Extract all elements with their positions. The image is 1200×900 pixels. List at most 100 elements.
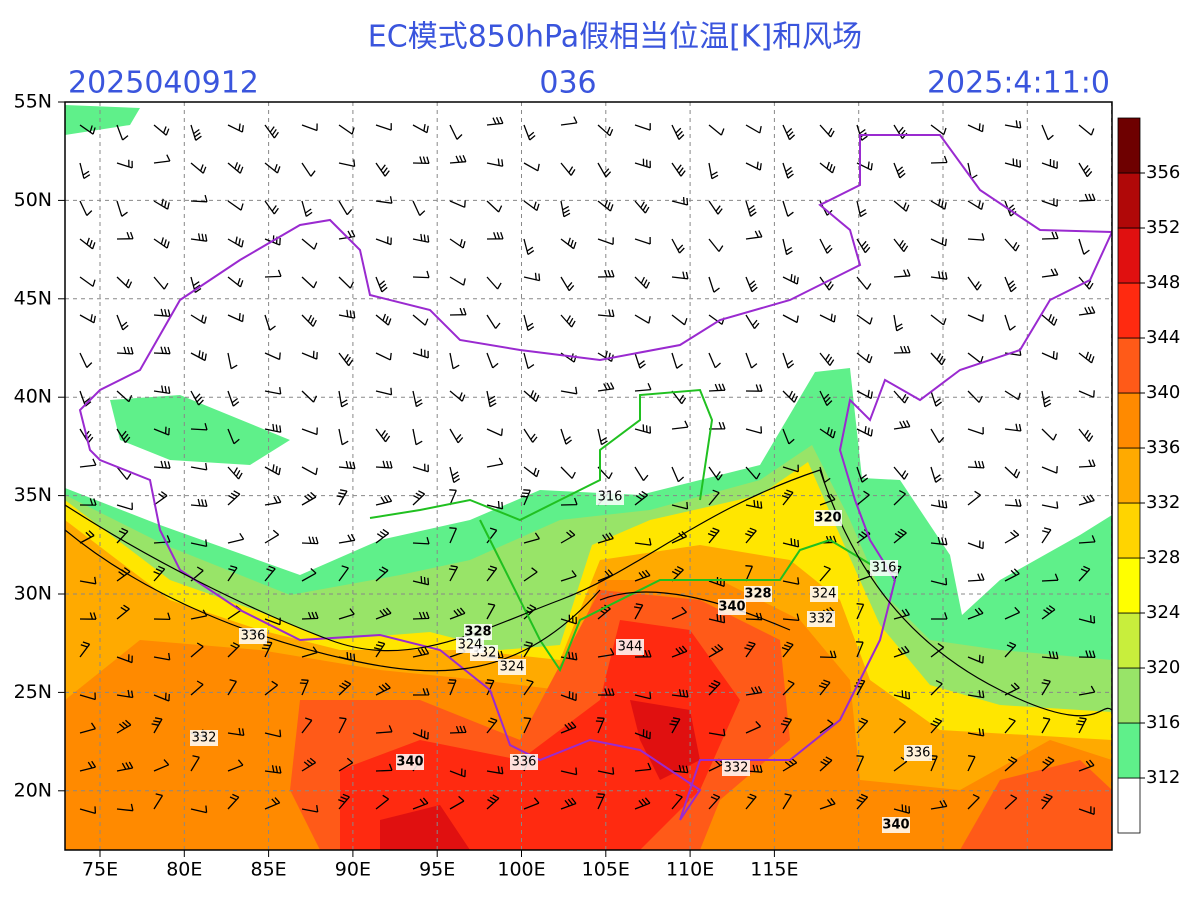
colorbar-label: 340 bbox=[1146, 382, 1180, 403]
wind-barb bbox=[560, 386, 578, 395]
wind-barb bbox=[967, 490, 981, 506]
wind-barb bbox=[264, 765, 282, 774]
colorbar-swatch bbox=[1117, 777, 1141, 834]
contour-label-bg bbox=[870, 560, 898, 576]
wind-barb bbox=[227, 793, 240, 810]
wind-barb bbox=[227, 490, 241, 506]
colorbar-label: 336 bbox=[1146, 437, 1180, 458]
wind-barb bbox=[449, 155, 467, 164]
wind-barb bbox=[671, 420, 689, 430]
wind-barb bbox=[523, 352, 535, 370]
wind-barb bbox=[782, 238, 793, 256]
wind-barb bbox=[1041, 527, 1052, 544]
wind-barb bbox=[893, 238, 909, 252]
wind-barb bbox=[261, 641, 273, 658]
wind-barb bbox=[597, 309, 615, 318]
wind-barb bbox=[782, 352, 795, 369]
wind-barb bbox=[227, 565, 238, 582]
wind-barb bbox=[560, 200, 571, 218]
wind-barb bbox=[856, 641, 864, 658]
wind-barb bbox=[967, 233, 985, 241]
wind-barb bbox=[930, 352, 946, 366]
wind-barb bbox=[227, 428, 240, 445]
wind-barb bbox=[1004, 529, 1020, 544]
wind-barb bbox=[190, 680, 204, 696]
wind-barb bbox=[116, 159, 133, 169]
wind-barb bbox=[1041, 198, 1058, 207]
wind-barb bbox=[449, 124, 463, 140]
wind-barb bbox=[1078, 565, 1091, 582]
wind-barb bbox=[153, 652, 171, 661]
wind-barb bbox=[1041, 793, 1053, 810]
contour-label: 316 bbox=[598, 490, 623, 505]
lead-time: 036 bbox=[539, 66, 596, 101]
wind-barb bbox=[375, 313, 392, 326]
wind-barb bbox=[1041, 756, 1055, 772]
wind-barb bbox=[116, 502, 133, 511]
wind-barb bbox=[449, 307, 467, 316]
wind-barb bbox=[597, 382, 615, 392]
wind-barb bbox=[1078, 238, 1090, 255]
colorbar-label: 312 bbox=[1146, 767, 1180, 788]
wind-barb bbox=[116, 428, 131, 444]
wind-barb bbox=[597, 428, 608, 446]
wind-barb bbox=[708, 276, 720, 293]
wind-barb bbox=[79, 760, 97, 772]
wind-barb bbox=[448, 565, 459, 582]
wind-barb bbox=[893, 804, 911, 814]
wind-barb bbox=[523, 717, 532, 734]
wind-barb bbox=[375, 682, 391, 696]
wind-barb bbox=[560, 276, 575, 292]
wind-barb bbox=[449, 200, 466, 208]
wind-barb bbox=[708, 793, 721, 810]
wind-barb bbox=[523, 390, 540, 402]
wind-barb bbox=[967, 690, 985, 699]
colorbar-swatch bbox=[1117, 282, 1141, 339]
wind-barb bbox=[79, 390, 92, 407]
wind-barb bbox=[301, 757, 317, 772]
wind-barb bbox=[930, 428, 945, 444]
wind-barb bbox=[893, 269, 911, 278]
wind-barb bbox=[1041, 231, 1059, 240]
wind-barb bbox=[671, 764, 689, 774]
wind-barb bbox=[486, 717, 498, 734]
wind-barb bbox=[819, 161, 836, 174]
wind-barb bbox=[597, 647, 615, 658]
wind-barb bbox=[412, 647, 430, 658]
wind-barb bbox=[79, 722, 96, 734]
wind-barb bbox=[560, 497, 578, 506]
wind-barb bbox=[930, 536, 948, 546]
wind-barb bbox=[708, 162, 719, 180]
wind-barb bbox=[854, 679, 866, 696]
wind-barb bbox=[375, 566, 389, 582]
wind-barb bbox=[486, 794, 500, 810]
wind-barb bbox=[671, 124, 685, 140]
wind-barb bbox=[375, 196, 393, 204]
wind-barb bbox=[1078, 162, 1093, 178]
wind-barb bbox=[486, 766, 504, 775]
wind-barb bbox=[708, 238, 724, 252]
wind-barb bbox=[153, 308, 171, 317]
contour-label: 340 bbox=[882, 818, 909, 833]
wind-barb bbox=[671, 793, 683, 810]
wind-barb bbox=[819, 390, 833, 406]
wind-barb bbox=[708, 124, 725, 136]
contour-label: 320 bbox=[814, 511, 841, 526]
wind-barb bbox=[520, 489, 531, 506]
wind-barb bbox=[449, 466, 461, 484]
wind-barb bbox=[819, 565, 831, 582]
map-frame bbox=[64, 101, 1113, 851]
wind-barb bbox=[745, 720, 762, 734]
wind-barb bbox=[412, 156, 430, 165]
colorbar-label: 320 bbox=[1146, 657, 1180, 678]
wind-barb bbox=[338, 717, 347, 734]
wind-barb bbox=[819, 756, 833, 772]
wind-barb bbox=[634, 158, 651, 169]
wind-barb bbox=[708, 200, 723, 215]
wind-barb bbox=[930, 799, 948, 810]
wind-barb bbox=[301, 123, 318, 132]
wind-barb bbox=[523, 466, 540, 478]
wind-barb bbox=[412, 200, 426, 216]
wind-barb bbox=[780, 717, 793, 734]
contour-label-bg bbox=[722, 760, 750, 776]
